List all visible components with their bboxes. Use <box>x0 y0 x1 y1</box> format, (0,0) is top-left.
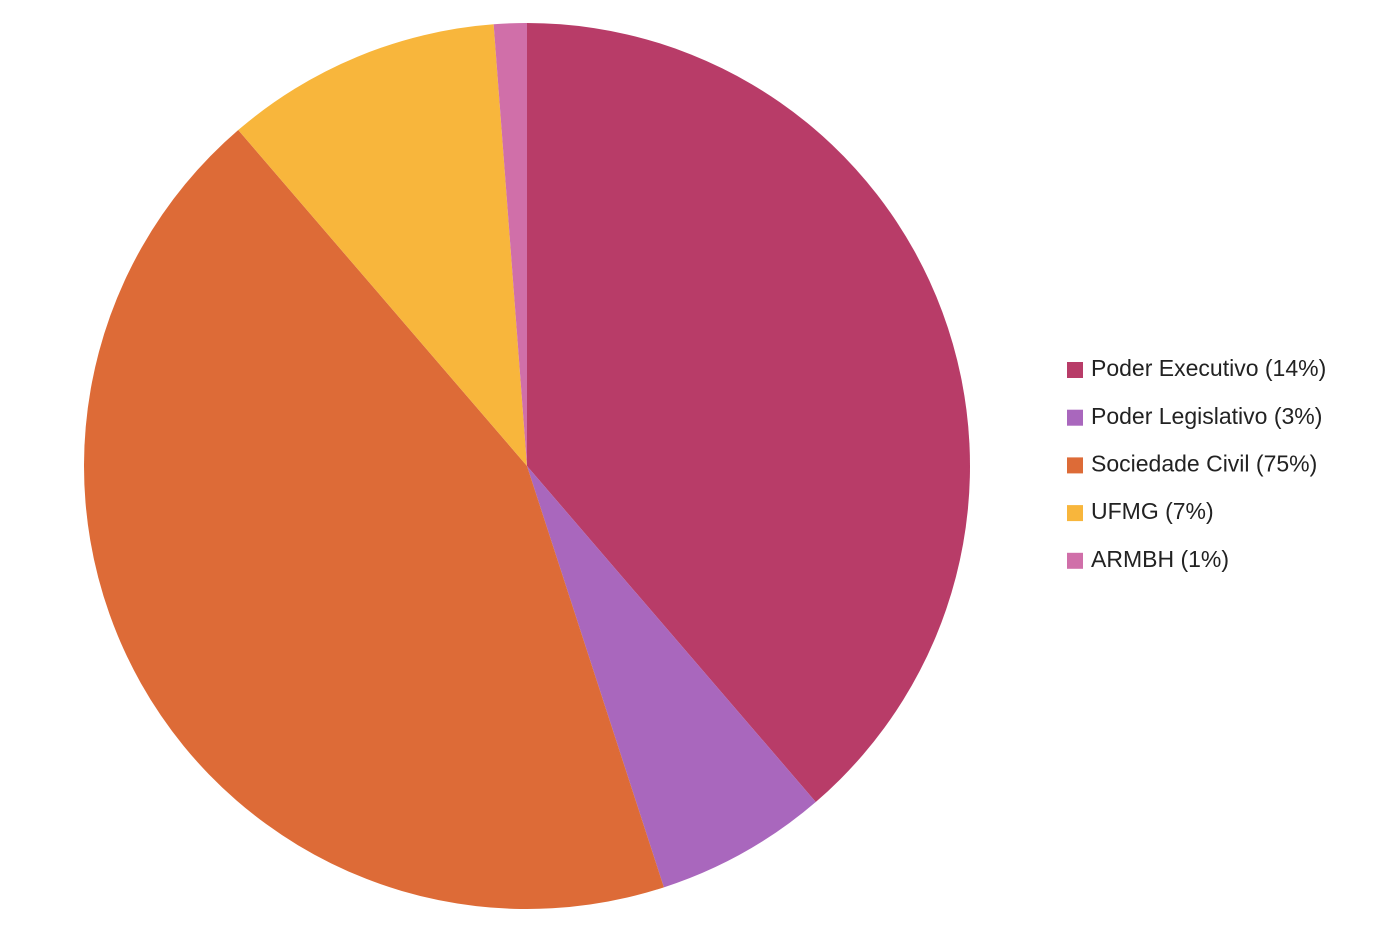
pie-slice <box>83 130 664 910</box>
pie-slice <box>493 23 527 466</box>
legend-swatch <box>1067 409 1083 426</box>
pie-slice <box>238 24 527 467</box>
legend-swatch <box>1067 362 1083 378</box>
legend-swatch <box>1067 552 1083 569</box>
legend-label: Sociedade Civil (75%) <box>1091 450 1317 476</box>
pie-slice <box>527 466 816 888</box>
pie-slice <box>527 23 971 802</box>
legend-label: UFMG (7%) <box>1091 498 1214 524</box>
legend-swatch <box>1067 457 1083 474</box>
legend-label: ARMBH (1%) <box>1091 546 1229 572</box>
legend-swatch <box>1067 505 1083 522</box>
legend-label: Poder Executivo (14%) <box>1091 355 1326 381</box>
legend-label: Poder Legislativo (3%) <box>1091 403 1322 429</box>
